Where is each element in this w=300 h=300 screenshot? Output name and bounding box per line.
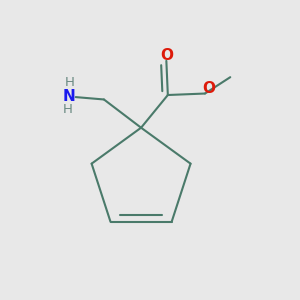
Text: O: O — [202, 81, 215, 96]
Text: H: H — [65, 76, 75, 89]
Text: N: N — [63, 89, 76, 104]
Text: H: H — [63, 103, 73, 116]
Text: O: O — [160, 48, 173, 63]
